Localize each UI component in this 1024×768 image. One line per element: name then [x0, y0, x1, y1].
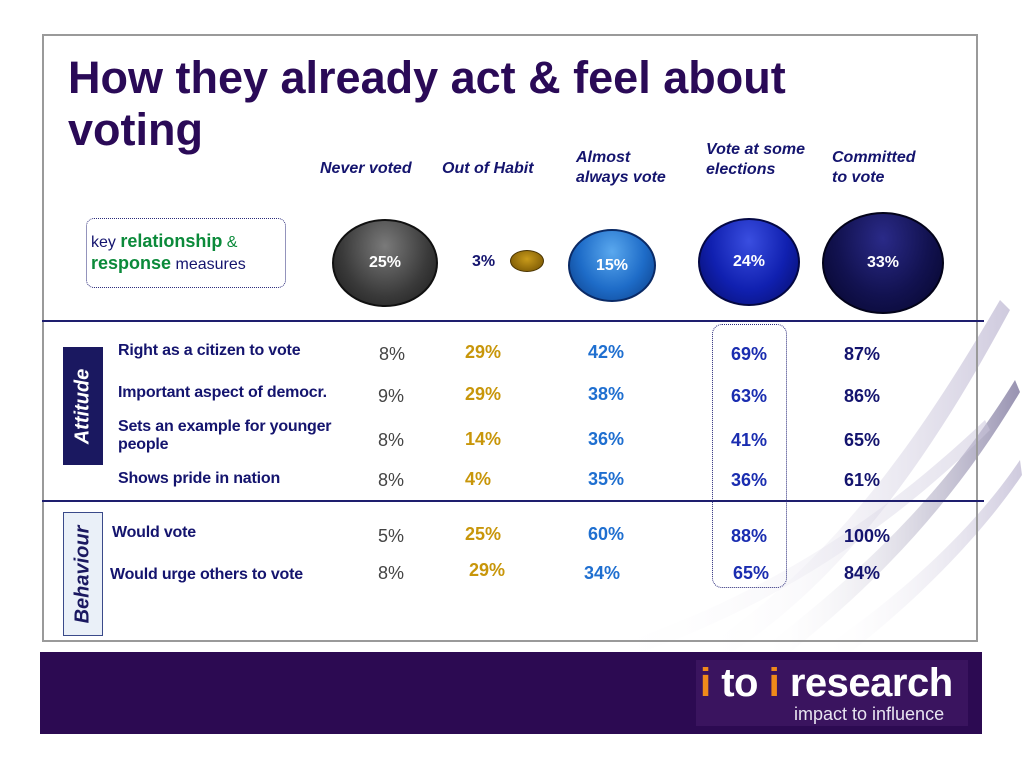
value-almost-always: 34%	[584, 563, 621, 583]
separator-line	[42, 320, 984, 322]
value-out-of-habit: 29%	[469, 560, 506, 580]
segment-bubble-never-voted: 25%	[332, 219, 438, 307]
value-out-of-habit: 14%	[465, 429, 502, 449]
slide-title: How they already act & feel about voting	[68, 52, 786, 155]
column-header-out-of-habit: Out of Habit	[442, 160, 534, 177]
value-never-voted: 8%	[378, 563, 405, 583]
brand-logo-box	[696, 660, 968, 726]
brand-logo: i to i research	[700, 661, 953, 705]
value-never-voted: 8%	[378, 430, 405, 450]
segment-bubble-committed: 33%	[822, 212, 944, 314]
segment-bubble-almost-always: 15%	[568, 229, 656, 302]
row-label: Right as a citizen to vote	[118, 342, 301, 359]
value-committed: 84%	[844, 563, 881, 583]
brand-tagline: impact to influence	[794, 704, 945, 724]
value-never-voted: 5%	[378, 526, 405, 546]
segment-bubble-out-of-habit	[510, 250, 544, 272]
value-vote-at-some: 41%	[731, 430, 768, 450]
row-label: Sets an example for younger people	[118, 418, 332, 453]
column-header-committed: Committed to vote	[832, 149, 916, 186]
row-label: Important aspect of democr.	[118, 384, 327, 401]
value-vote-at-some: 65%	[733, 563, 770, 583]
value-committed: 65%	[844, 430, 881, 450]
value-never-voted: 9%	[378, 386, 405, 406]
section-tab-behaviour: Behaviour	[63, 512, 103, 636]
value-vote-at-some: 88%	[731, 526, 768, 546]
value-committed: 86%	[844, 386, 881, 406]
value-almost-always: 42%	[588, 342, 625, 362]
highlight-column-vote-at-some	[712, 324, 787, 588]
value-almost-always: 35%	[588, 469, 625, 489]
value-almost-always: 60%	[588, 524, 625, 544]
value-committed: 61%	[844, 470, 881, 490]
value-vote-at-some: 69%	[731, 344, 768, 364]
row-label: Would vote	[112, 524, 196, 541]
row-label: Would urge others to vote	[110, 566, 303, 583]
column-header-vote-at-some: Vote at some elections	[706, 141, 805, 178]
separator-line	[42, 500, 984, 502]
value-out-of-habit: 29%	[465, 342, 502, 362]
segment-label-out-of-habit: 3%	[472, 253, 496, 270]
value-never-voted: 8%	[378, 470, 405, 490]
column-header-almost-always: Almost always vote	[576, 149, 666, 186]
value-out-of-habit: 4%	[465, 469, 492, 489]
value-almost-always: 36%	[588, 429, 625, 449]
value-committed: 87%	[844, 344, 881, 364]
row-label: Shows pride in nation	[118, 470, 281, 487]
value-out-of-habit: 29%	[465, 384, 502, 404]
key-measures-box: key relationship & response measures	[86, 218, 286, 288]
value-vote-at-some: 36%	[731, 470, 768, 490]
value-out-of-habit: 25%	[465, 524, 502, 544]
segment-bubble-vote-at-some: 24%	[698, 218, 800, 306]
value-vote-at-some: 63%	[731, 386, 768, 406]
value-almost-always: 38%	[588, 384, 625, 404]
slide-frame	[42, 34, 978, 642]
column-header-never-voted: Never voted	[320, 160, 412, 177]
value-never-voted: 8%	[379, 344, 406, 364]
value-committed: 100%	[844, 526, 891, 546]
section-tab-attitude: Attitude	[63, 347, 103, 465]
